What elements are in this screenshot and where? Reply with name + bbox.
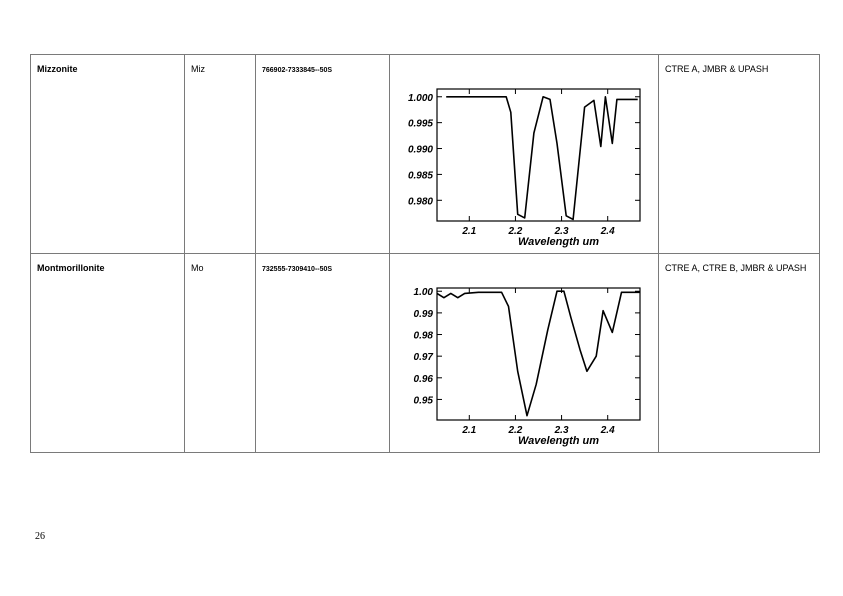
spectrum-chart-cell: 2.1 2.2 2.3 2.4 1.00 0.99 0.98 0.97 0.96 0.95 Wave… <box>389 253 659 453</box>
coords-cell: 732555-7309410--50S <box>255 253 390 453</box>
x-tick-label: 2.3 <box>554 425 569 436</box>
mineral-coords: 732555-7309410--50S <box>262 266 333 273</box>
x-tick-label: 2.2 <box>507 425 522 436</box>
spectrum-line <box>446 95 638 221</box>
table-row: Montmorillonite Mo 732555-7309410--50S 2… <box>30 253 820 453</box>
x-tick-label: 2.4 <box>600 425 615 436</box>
spectrum-chart-cell: 2.1 2.2 2.3 2.4 1.000 0.995 0.990 0.985 0.980 Wav… <box>389 54 659 254</box>
mineral-table: Mizzonite Miz 766902-7333845--50S 2.1 2.2… <box>30 54 820 453</box>
sources-cell: CTRE A, CTRE B, JMBR & UPASH <box>658 253 820 453</box>
mineral-name: Mizzonite <box>37 64 78 74</box>
mineral-sources: CTRE A, JMBR & UPASH <box>665 64 769 74</box>
abbrev-cell: Miz <box>184 54 256 254</box>
page-number: 26 <box>35 531 45 542</box>
x-tick-label: 2.1 <box>461 425 476 436</box>
plot-frame <box>436 287 641 421</box>
x-axis-label: Wavelength um <box>518 435 599 447</box>
x-tick-label: 2.3 <box>554 226 569 237</box>
mineral-sources: CTRE A, CTRE B, JMBR & UPASH <box>665 263 807 273</box>
table-row: Mizzonite Miz 766902-7333845--50S 2.1 2.2… <box>30 54 820 254</box>
y-tick-label: 0.980 <box>408 196 433 207</box>
mineral-name-cell: Montmorillonite <box>30 253 185 453</box>
x-axis-label: Wavelength um <box>518 236 599 248</box>
y-tick-label: 0.995 <box>408 119 433 130</box>
sources-cell: CTRE A, JMBR & UPASH <box>658 54 820 254</box>
y-tick-label: 0.96 <box>414 374 434 385</box>
mineral-name: Montmorillonite <box>37 263 105 273</box>
y-tick-label: 1.00 <box>414 287 434 298</box>
y-tick-label: 1.000 <box>408 93 433 104</box>
y-tick-label: 0.97 <box>414 352 434 363</box>
mineral-name-cell: Mizzonite <box>30 54 185 254</box>
y-tick-label: 0.95 <box>414 395 434 406</box>
mineral-abbrev: Mo <box>191 263 204 273</box>
abbrev-cell: Mo <box>184 253 256 453</box>
x-tick-label: 2.2 <box>507 226 522 237</box>
spectrum-chart-mizzonite: 2.1 2.2 2.3 2.4 1.000 0.995 0.990 0.985 0.980 Wav… <box>408 88 641 248</box>
y-tick-label: 0.990 <box>408 145 433 156</box>
spectrum-chart-montmorillonite: 2.1 2.2 2.3 2.4 1.00 0.99 0.98 0.97 0.96 0.95 Wave… <box>414 287 641 447</box>
y-tick-label: 0.98 <box>414 331 434 342</box>
x-tick-label: 2.1 <box>461 226 476 237</box>
mineral-abbrev: Miz <box>191 64 205 74</box>
spectrum-line <box>436 290 640 417</box>
mineral-coords: 766902-7333845--50S <box>262 67 333 74</box>
y-tick-label: 0.99 <box>414 309 434 320</box>
x-tick-label: 2.4 <box>600 226 615 237</box>
plot-frame <box>436 88 641 222</box>
coords-cell: 766902-7333845--50S <box>255 54 390 254</box>
y-tick-label: 0.985 <box>408 170 433 181</box>
